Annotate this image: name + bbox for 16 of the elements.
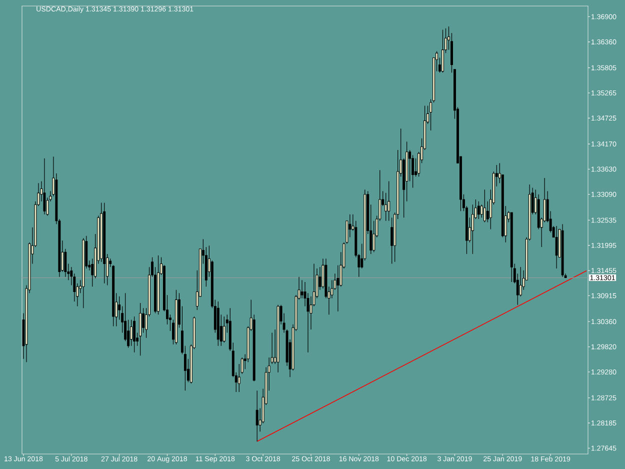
candlestick — [222, 316, 226, 343]
candlestick — [130, 319, 133, 346]
candlestick — [519, 266, 522, 297]
candlestick — [336, 264, 340, 312]
candlestick — [555, 226, 558, 269]
candlestick — [390, 217, 394, 264]
candlestick — [477, 201, 480, 220]
candlestick — [384, 192, 388, 222]
candlestick — [43, 158, 46, 215]
candlestick — [442, 29, 444, 73]
candlestick — [483, 189, 486, 223]
candlestick — [388, 180, 390, 222]
candlestick — [133, 316, 136, 353]
candlestick — [139, 302, 142, 356]
candlestick — [256, 390, 258, 442]
candlestick — [300, 280, 304, 299]
